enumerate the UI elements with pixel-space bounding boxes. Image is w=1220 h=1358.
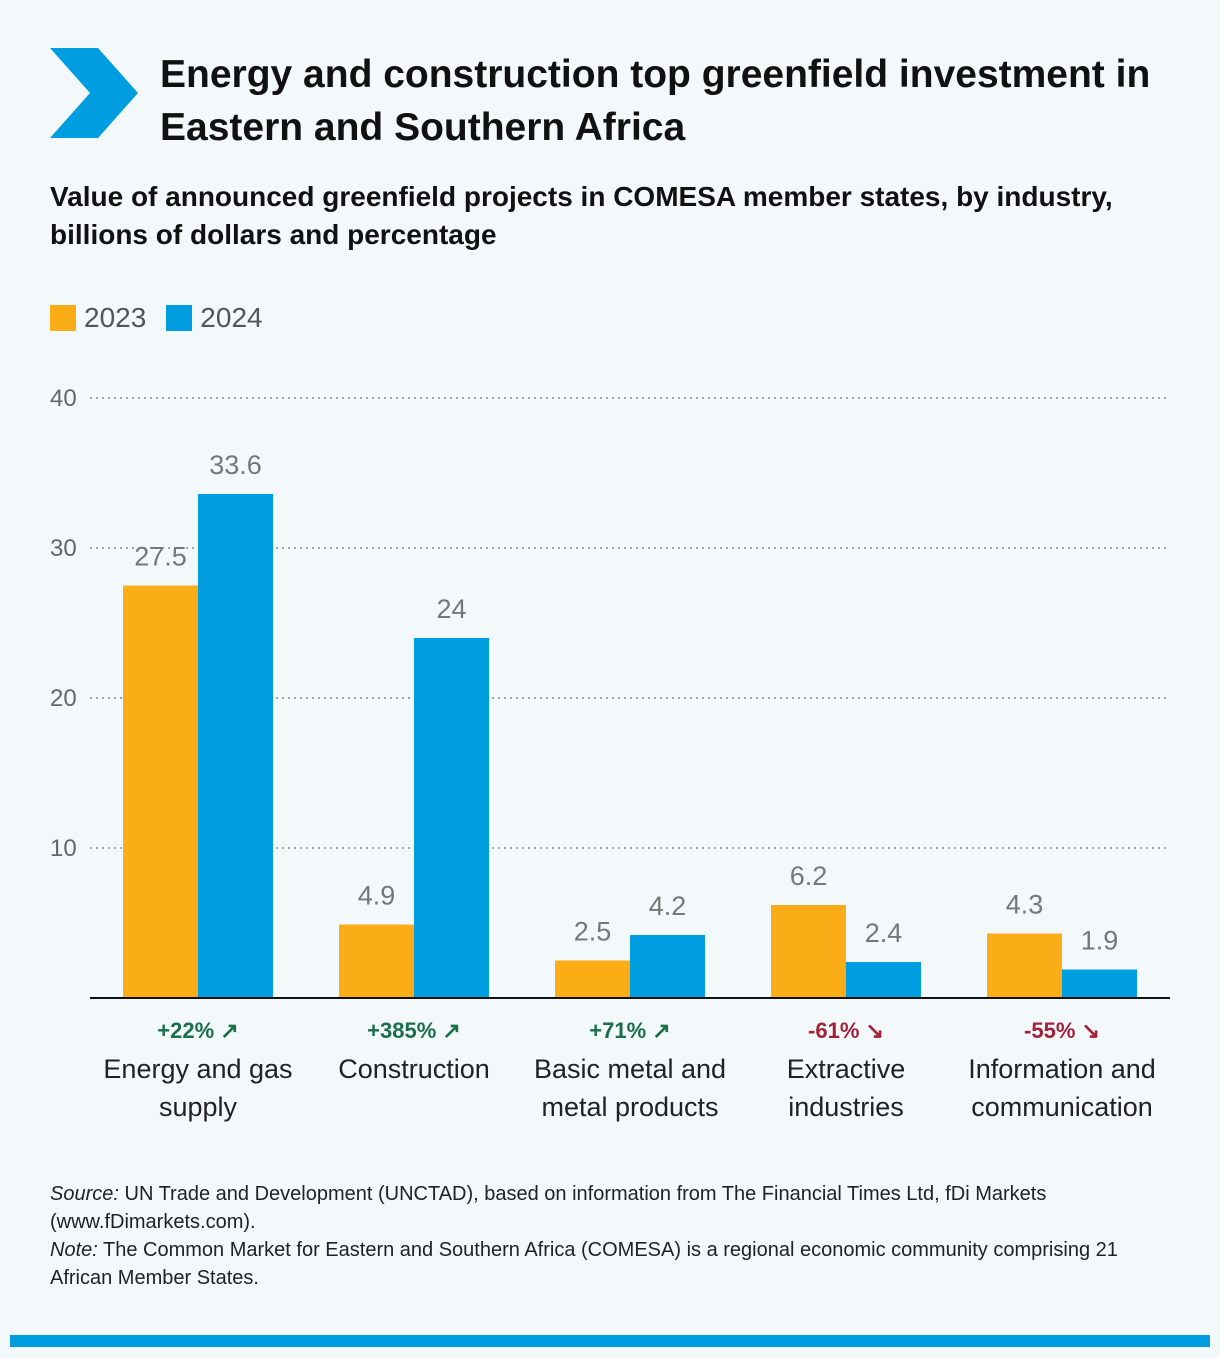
category-label-3: Extractive [787,1054,906,1084]
legend-item-2023: 2023 [50,302,146,334]
category-label-2: Basic metal and [534,1054,726,1084]
data-label-2024-3: 2.4 [865,918,903,948]
category-label-2: metal products [541,1092,718,1122]
note-label: Note: [50,1239,98,1261]
bar-2024-1 [414,638,489,998]
bar-chart: 10 20 30 40 27.5 4.9 2.5 6.2 4.3 33.6 24 4.2 2.4 1.9 +… [50,385,1170,1122]
chevron-icon [50,48,138,138]
source-note: Source: UN Trade and Development (UNCTAD… [50,1180,1170,1236]
category-label-4: communication [971,1092,1153,1122]
bar-2024-4 [1062,969,1137,998]
data-label-2024-1: 24 [436,594,466,624]
bar-2024-2 [630,935,705,998]
legend-swatch-2023 [50,305,76,331]
source-text: UN Trade and Development (UNCTAD), based… [50,1183,1047,1233]
bar-2024-0 [198,494,273,998]
note: Note: The Common Market for Eastern and … [50,1236,1170,1292]
data-label-2023-1: 4.9 [358,881,396,911]
bar-2023-1 [339,924,414,998]
bar-2023-0 [123,585,198,998]
footnotes: Source: UN Trade and Development (UNCTAD… [50,1180,1170,1292]
change-label-1: +385% ↗ [367,1018,461,1043]
category-label-0: Energy and gas [103,1054,292,1084]
change-label-3: -61% ↘ [808,1018,884,1043]
legend-swatch-2024 [166,305,193,331]
y-tick-label: 30 [50,535,77,562]
category-label-4: Information and [968,1054,1156,1084]
data-label-2024-2: 4.2 [649,891,687,921]
data-label-2023-4: 4.3 [1006,890,1044,920]
y-tick-label: 10 [50,835,77,862]
legend-item-2024: 2024 [166,302,263,334]
y-tick-label: 20 [50,685,77,712]
chart-title: Energy and construction top greenfield i… [160,53,1151,149]
change-label-2: +71% ↗ [589,1018,670,1043]
bottom-accent-bar [10,1335,1210,1347]
change-label-4: -55% ↘ [1024,1018,1100,1043]
legend: 2023 2024 [50,300,263,336]
data-label-2024-0: 33.6 [209,450,262,480]
change-label-0: +22% ↗ [157,1018,238,1043]
data-label-2024-4: 1.9 [1081,926,1119,956]
y-tick-label: 40 [50,385,77,412]
data-label-2023-3: 6.2 [790,861,828,891]
bar-2023-4 [987,933,1062,998]
data-label-2023-0: 27.5 [134,542,187,572]
legend-label-2023: 2023 [84,302,147,333]
legend-label-2024: 2024 [200,302,263,333]
bar-2023-3 [771,905,846,998]
category-label-3: industries [788,1092,904,1122]
category-label-0: supply [159,1092,238,1122]
data-label-2023-2: 2.5 [574,917,612,947]
bar-2023-2 [555,960,630,998]
chart-subtitle: Value of announced greenfield projects i… [50,181,1113,250]
source-label: Source: [50,1183,119,1205]
note-text: The Common Market for Eastern and Southe… [50,1239,1118,1289]
bar-2024-3 [846,962,921,998]
category-label-1: Construction [338,1054,490,1084]
